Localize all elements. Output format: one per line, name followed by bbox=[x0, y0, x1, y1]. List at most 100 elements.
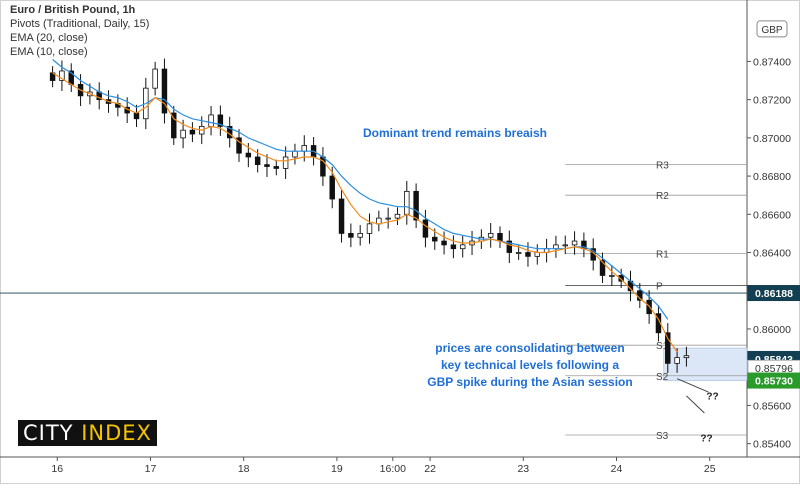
candle bbox=[450, 235, 457, 259]
candle-body bbox=[609, 275, 615, 277]
candle bbox=[348, 223, 354, 248]
time-tick-label: 24 bbox=[611, 463, 623, 475]
candle-body bbox=[348, 233, 354, 238]
time-tick-label: 19 bbox=[331, 463, 343, 475]
candle-body bbox=[338, 198, 345, 234]
candle bbox=[394, 207, 401, 226]
candle bbox=[571, 231, 578, 255]
candle bbox=[385, 207, 391, 229]
candle-body bbox=[422, 219, 429, 238]
candle-body bbox=[665, 332, 671, 364]
price-label-text: 0.85796 bbox=[755, 363, 793, 375]
candle bbox=[553, 235, 559, 258]
candle-body bbox=[236, 137, 242, 154]
price-label: 0.86188 bbox=[747, 285, 800, 302]
price-tick-label: 0.86000 bbox=[753, 324, 791, 336]
time-tick-label: 16 bbox=[51, 463, 63, 475]
candle-body bbox=[171, 112, 177, 139]
price-tick-label: 0.86600 bbox=[753, 209, 791, 221]
candle-body bbox=[217, 114, 224, 127]
candle-body bbox=[357, 233, 363, 238]
candle bbox=[338, 189, 345, 243]
candle-body bbox=[459, 244, 466, 250]
candle-body bbox=[208, 114, 214, 127]
price-label-box bbox=[747, 285, 800, 302]
city-index-logo: CITY INDEX bbox=[18, 420, 157, 446]
currency-badge-label: GBP bbox=[761, 25, 782, 36]
candle-body bbox=[180, 129, 186, 139]
pivots-indicator-label[interactable]: Pivots (Traditional, Daily, 15) bbox=[10, 18, 150, 30]
logo-index: INDEX bbox=[81, 421, 152, 445]
candle-body bbox=[497, 233, 503, 242]
price-tick-label: 0.87200 bbox=[753, 95, 791, 107]
ema10-indicator-label[interactable]: EMA (10, close) bbox=[10, 46, 88, 58]
trend-annotation: Dominant trend remains breaish bbox=[363, 126, 547, 140]
candle bbox=[506, 230, 513, 264]
candle bbox=[320, 147, 326, 186]
candle bbox=[441, 231, 447, 255]
candle-body bbox=[59, 70, 65, 81]
candle-body bbox=[292, 150, 298, 158]
candle-body bbox=[245, 152, 252, 158]
candle bbox=[534, 244, 541, 265]
candle bbox=[236, 129, 242, 162]
candle bbox=[618, 268, 624, 288]
pivot-label-r1: R1 bbox=[656, 249, 669, 260]
pivot-label-r2: R2 bbox=[656, 191, 669, 202]
candle-body bbox=[152, 68, 158, 89]
candle-body bbox=[562, 244, 568, 247]
price-tick-label: 0.86400 bbox=[753, 248, 791, 260]
price-label: 0.85730 bbox=[747, 372, 800, 389]
candle bbox=[217, 105, 224, 136]
projection-arrow bbox=[686, 395, 705, 414]
candle bbox=[413, 183, 419, 228]
candle bbox=[161, 58, 168, 124]
candle bbox=[422, 209, 429, 248]
price-tick-label: 0.85400 bbox=[753, 439, 791, 451]
candle-body bbox=[264, 164, 270, 167]
candle bbox=[133, 104, 140, 127]
time-tick-label: 22 bbox=[424, 463, 436, 475]
projection-mark: ?? bbox=[706, 392, 718, 403]
pivot-label-r3: R3 bbox=[656, 161, 669, 172]
candle-body bbox=[450, 244, 457, 250]
time-tick-label: 17 bbox=[145, 463, 157, 475]
candle bbox=[329, 166, 335, 209]
candle-body bbox=[366, 223, 373, 234]
candle-body bbox=[618, 275, 624, 282]
candle-body bbox=[161, 68, 168, 114]
candle-body bbox=[282, 156, 289, 169]
candle bbox=[627, 270, 634, 302]
price-tick-label: 0.86800 bbox=[753, 171, 791, 183]
candle-body bbox=[413, 190, 419, 221]
candle-body bbox=[487, 233, 494, 238]
candle bbox=[152, 61, 158, 96]
candle bbox=[357, 225, 363, 246]
time-tick-label: 18 bbox=[238, 463, 250, 475]
pivot-label-s3: S3 bbox=[656, 431, 669, 442]
candle bbox=[609, 264, 615, 286]
candle-body bbox=[254, 156, 261, 166]
ema20-indicator-label[interactable]: EMA (20, close) bbox=[10, 32, 88, 44]
consolidation-annotation-line: prices are consolidating between bbox=[435, 341, 624, 355]
candle-body bbox=[441, 240, 447, 246]
candle-body bbox=[599, 259, 606, 276]
consolidation-annotation-line: key technical levels following a bbox=[441, 358, 619, 372]
candle bbox=[226, 116, 233, 148]
price-tick-label: 0.87400 bbox=[753, 56, 791, 68]
candle-body bbox=[571, 240, 578, 246]
price-label-text: 0.86188 bbox=[755, 288, 793, 300]
candle-body bbox=[329, 175, 335, 200]
time-tick-label: 23 bbox=[517, 463, 529, 475]
candle-body bbox=[189, 129, 196, 135]
candle bbox=[292, 143, 298, 165]
candle-body bbox=[674, 357, 680, 364]
candle bbox=[376, 210, 382, 232]
candle bbox=[366, 213, 373, 244]
currency-badge bbox=[756, 20, 788, 38]
candle-body bbox=[432, 236, 438, 242]
price-tick-label: 0.87000 bbox=[753, 133, 791, 145]
